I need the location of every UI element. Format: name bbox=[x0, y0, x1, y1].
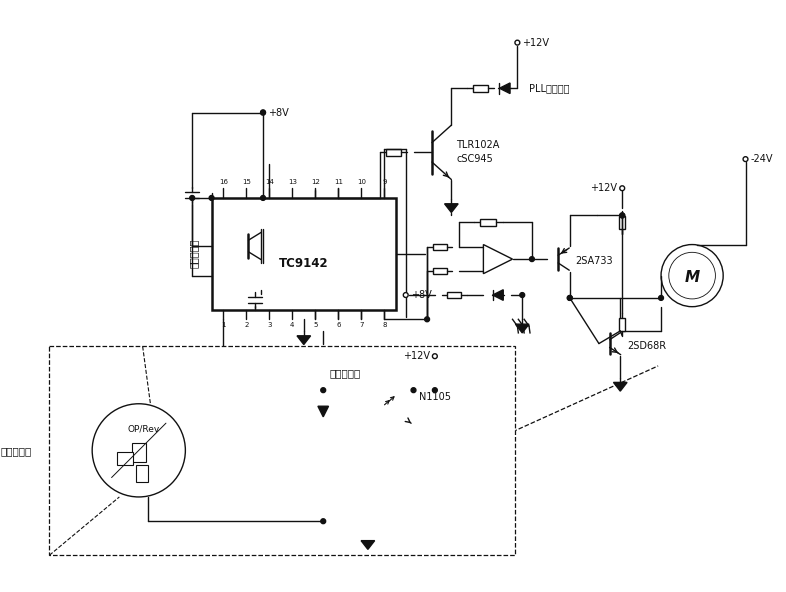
Text: 2: 2 bbox=[244, 322, 248, 328]
Text: 3: 3 bbox=[267, 322, 271, 328]
Circle shape bbox=[530, 257, 534, 262]
Text: 信号放大器: 信号放大器 bbox=[189, 239, 199, 268]
Circle shape bbox=[661, 244, 723, 307]
Text: TLR102A: TLR102A bbox=[456, 140, 500, 150]
Bar bbox=[480, 218, 496, 226]
Circle shape bbox=[403, 292, 408, 297]
Text: -24V: -24V bbox=[751, 154, 773, 164]
Text: 8: 8 bbox=[382, 322, 387, 328]
Circle shape bbox=[432, 388, 437, 392]
Circle shape bbox=[261, 110, 266, 115]
Circle shape bbox=[261, 195, 266, 200]
Circle shape bbox=[515, 40, 520, 45]
Text: +12V: +12V bbox=[403, 351, 430, 361]
Polygon shape bbox=[614, 382, 627, 391]
Circle shape bbox=[620, 213, 625, 218]
Text: 6: 6 bbox=[336, 322, 340, 328]
Text: 14: 14 bbox=[265, 179, 274, 185]
Circle shape bbox=[261, 110, 266, 115]
Text: 15: 15 bbox=[242, 179, 251, 185]
Text: M: M bbox=[685, 270, 700, 285]
Text: 9: 9 bbox=[382, 179, 387, 185]
Text: 2SA733: 2SA733 bbox=[575, 256, 613, 266]
Bar bbox=[320, 436, 326, 449]
Text: TC9142: TC9142 bbox=[279, 257, 329, 270]
Bar bbox=[410, 432, 417, 446]
Text: 光电编码器: 光电编码器 bbox=[1, 446, 32, 456]
Text: 2SD68R: 2SD68R bbox=[627, 340, 667, 350]
Circle shape bbox=[567, 295, 572, 300]
Text: 1: 1 bbox=[221, 322, 226, 328]
Polygon shape bbox=[499, 83, 510, 94]
Circle shape bbox=[92, 404, 185, 497]
Text: N1105: N1105 bbox=[419, 392, 451, 402]
Circle shape bbox=[432, 354, 437, 359]
Circle shape bbox=[620, 186, 625, 191]
Bar bbox=[182, 356, 445, 523]
Bar bbox=[473, 85, 488, 92]
Text: cSC945: cSC945 bbox=[456, 154, 493, 164]
Text: PLL锁定显示: PLL锁定显示 bbox=[529, 83, 570, 94]
Circle shape bbox=[567, 295, 572, 300]
Circle shape bbox=[620, 213, 625, 218]
Circle shape bbox=[669, 252, 715, 299]
Circle shape bbox=[520, 292, 524, 297]
Circle shape bbox=[424, 317, 429, 321]
Polygon shape bbox=[445, 204, 458, 213]
Bar bbox=[117, 452, 133, 465]
Bar bbox=[50, 346, 516, 555]
Circle shape bbox=[321, 519, 325, 524]
Circle shape bbox=[411, 388, 416, 392]
Bar bbox=[211, 198, 396, 310]
Circle shape bbox=[743, 157, 748, 162]
Text: +12V: +12V bbox=[590, 184, 617, 193]
Text: OP/Rev: OP/Rev bbox=[127, 424, 160, 433]
Text: +8V: +8V bbox=[268, 108, 288, 118]
Bar bbox=[447, 292, 461, 298]
Bar bbox=[386, 149, 401, 156]
Polygon shape bbox=[297, 336, 310, 345]
Text: 11: 11 bbox=[334, 179, 343, 185]
Polygon shape bbox=[361, 540, 375, 549]
Text: 4: 4 bbox=[290, 322, 295, 328]
Circle shape bbox=[321, 388, 325, 392]
Polygon shape bbox=[516, 324, 529, 333]
Polygon shape bbox=[493, 289, 503, 300]
Polygon shape bbox=[318, 406, 329, 417]
Circle shape bbox=[659, 295, 663, 300]
Circle shape bbox=[209, 195, 214, 200]
Bar bbox=[136, 465, 149, 482]
Circle shape bbox=[189, 195, 195, 200]
Text: 16: 16 bbox=[219, 179, 228, 185]
Bar bbox=[619, 216, 625, 229]
Bar bbox=[132, 443, 145, 462]
Text: 5: 5 bbox=[313, 322, 318, 328]
Text: 13: 13 bbox=[288, 179, 297, 185]
Text: 7: 7 bbox=[359, 322, 364, 328]
Text: 光电耦合器: 光电耦合器 bbox=[329, 369, 361, 379]
Bar bbox=[433, 244, 446, 250]
Bar bbox=[619, 318, 625, 330]
Text: +12V: +12V bbox=[522, 38, 549, 47]
Polygon shape bbox=[483, 244, 512, 274]
Text: 12: 12 bbox=[311, 179, 320, 185]
Text: 10: 10 bbox=[357, 179, 365, 185]
Bar bbox=[433, 268, 446, 274]
Text: +8V: +8V bbox=[410, 290, 432, 300]
